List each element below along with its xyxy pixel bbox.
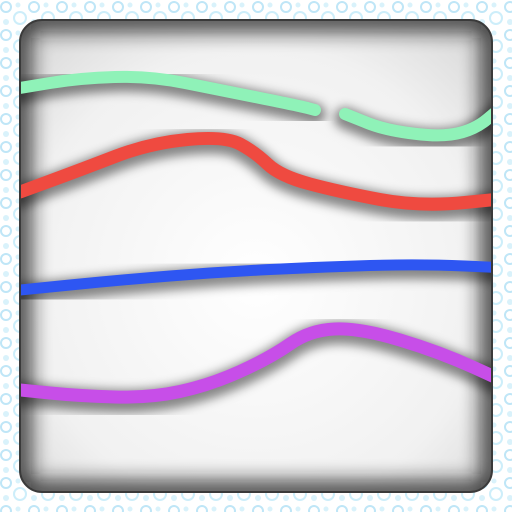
board-outline	[19, 19, 493, 493]
line-purple[interactable]	[20, 322, 510, 404]
line-blue[interactable]	[20, 259, 510, 296]
line-green-segment-a[interactable]	[20, 70, 321, 116]
line-green-segment-b[interactable]	[339, 94, 510, 142]
lines	[20, 70, 510, 404]
line-red[interactable]	[20, 131, 510, 211]
